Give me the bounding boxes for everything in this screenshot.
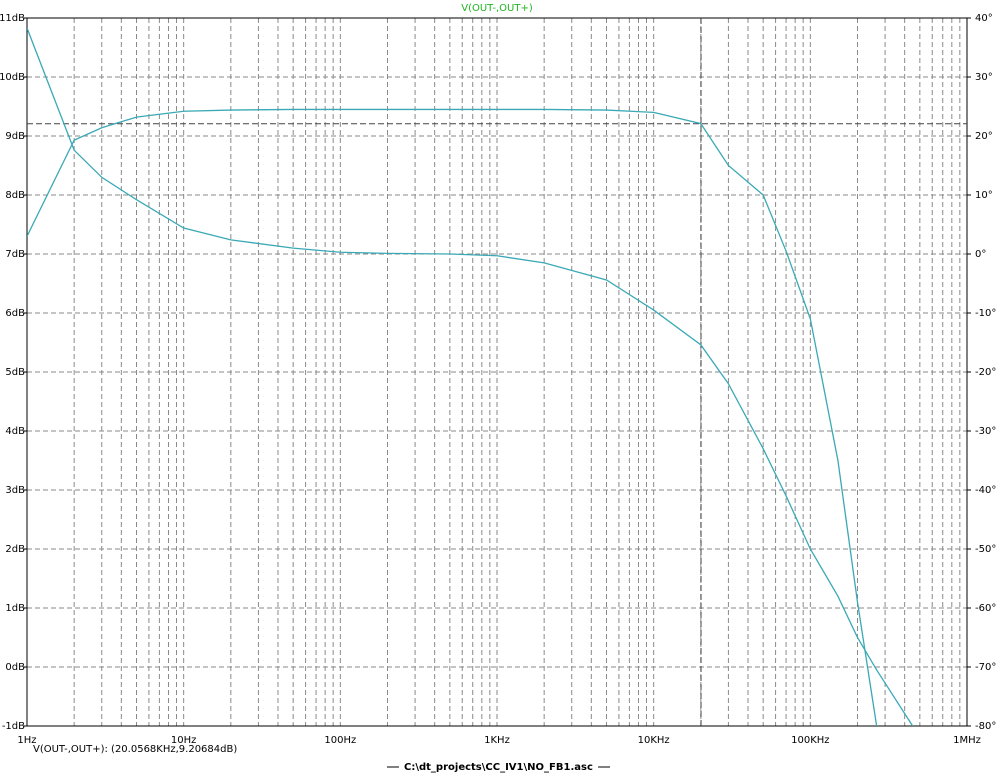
y2-tick-label: -70° xyxy=(975,662,996,673)
y-tick-label: 1dB xyxy=(5,603,25,614)
cursor-readout: V(OUT-,OUT+): (20.0568KHz,9.20684dB) xyxy=(33,744,237,755)
series-line xyxy=(27,108,878,726)
file-name: C:\dt_projects\CC_IV1\NO_FB1.asc xyxy=(404,762,593,773)
y-tick-label: -1dB xyxy=(2,721,25,732)
y-tick-label: 6dB xyxy=(5,308,25,319)
y-tick-label: 7dB xyxy=(5,249,25,260)
y2-tick-label: 0° xyxy=(975,249,986,260)
y2-tick-label: 10° xyxy=(975,190,993,201)
x-tick-label: 10Hz xyxy=(171,735,197,746)
y2-tick-label: -20° xyxy=(975,367,996,378)
chart-title: V(OUT-,OUT+) xyxy=(461,3,533,14)
y-tick-label: 4dB xyxy=(5,426,25,437)
y-tick-label: 10dB xyxy=(0,72,25,83)
y2-tick-label: 40° xyxy=(975,13,993,24)
x-tick-label: 1KHz xyxy=(484,735,510,746)
x-tick-label: 1Hz xyxy=(17,735,36,746)
x-tick-label: 100KHz xyxy=(791,735,829,746)
y-tick-label: 0dB xyxy=(5,662,25,673)
y2-tick-label: -80° xyxy=(975,721,996,732)
y-tick-label: 5dB xyxy=(5,367,25,378)
y2-tick-label: -60° xyxy=(975,603,996,614)
y-tick-label: 11dB xyxy=(0,13,25,24)
y2-tick-label: -50° xyxy=(975,544,996,555)
y2-tick-label: 30° xyxy=(975,72,993,83)
y-tick-label: 2dB xyxy=(5,544,25,555)
y2-tick-label: 20° xyxy=(975,131,993,142)
y-tick-label: 3dB xyxy=(5,485,25,496)
y2-tick-label: -30° xyxy=(975,426,996,437)
y-tick-label: 9dB xyxy=(5,131,25,142)
y2-tick-label: -10° xyxy=(975,308,996,319)
x-tick-label: 1MHz xyxy=(953,735,981,746)
y-tick-label: 8dB xyxy=(5,190,25,201)
y2-tick-label: -40° xyxy=(975,485,996,496)
plot-frame xyxy=(26,17,968,727)
x-tick-label: 100Hz xyxy=(324,735,356,746)
series-line xyxy=(27,27,914,726)
x-tick-label: 10KHz xyxy=(638,735,670,746)
